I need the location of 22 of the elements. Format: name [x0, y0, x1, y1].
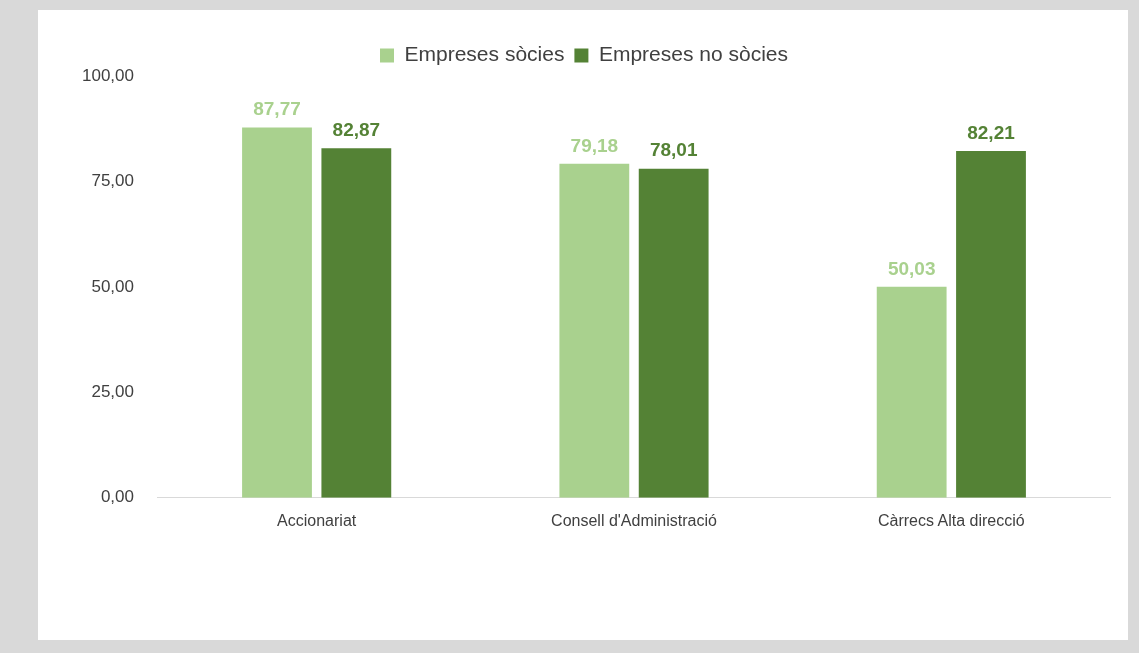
bar — [321, 148, 392, 498]
data-label: 78,01 — [649, 139, 698, 161]
x-tick-label: Accionariat — [277, 511, 357, 529]
bar — [956, 151, 1026, 498]
x-tick-label: Consell d'Administració — [551, 511, 717, 529]
y-tick-label: 75,00 — [91, 171, 134, 191]
y-tick-label: 25,00 — [91, 382, 134, 402]
bar — [638, 168, 709, 498]
y-tick-label: 50,00 — [91, 276, 134, 296]
bar — [876, 286, 947, 498]
data-label: 50,03 — [887, 257, 936, 279]
bar — [242, 127, 312, 498]
data-label: 82,21 — [967, 121, 1016, 143]
x-tick-label: Càrrecs Alta direcció — [877, 511, 1025, 529]
y-tick-label: 0,00 — [100, 487, 134, 507]
bar — [559, 163, 630, 498]
data-label: 87,77 — [253, 98, 301, 120]
data-label: 79,18 — [570, 134, 619, 156]
data-label: 82,87 — [332, 118, 381, 140]
legend-label: Empreses no sòcies — [598, 42, 788, 66]
legend-label: Empreses sòcies — [404, 42, 565, 66]
y-tick-label: 100,00 — [82, 65, 134, 85]
